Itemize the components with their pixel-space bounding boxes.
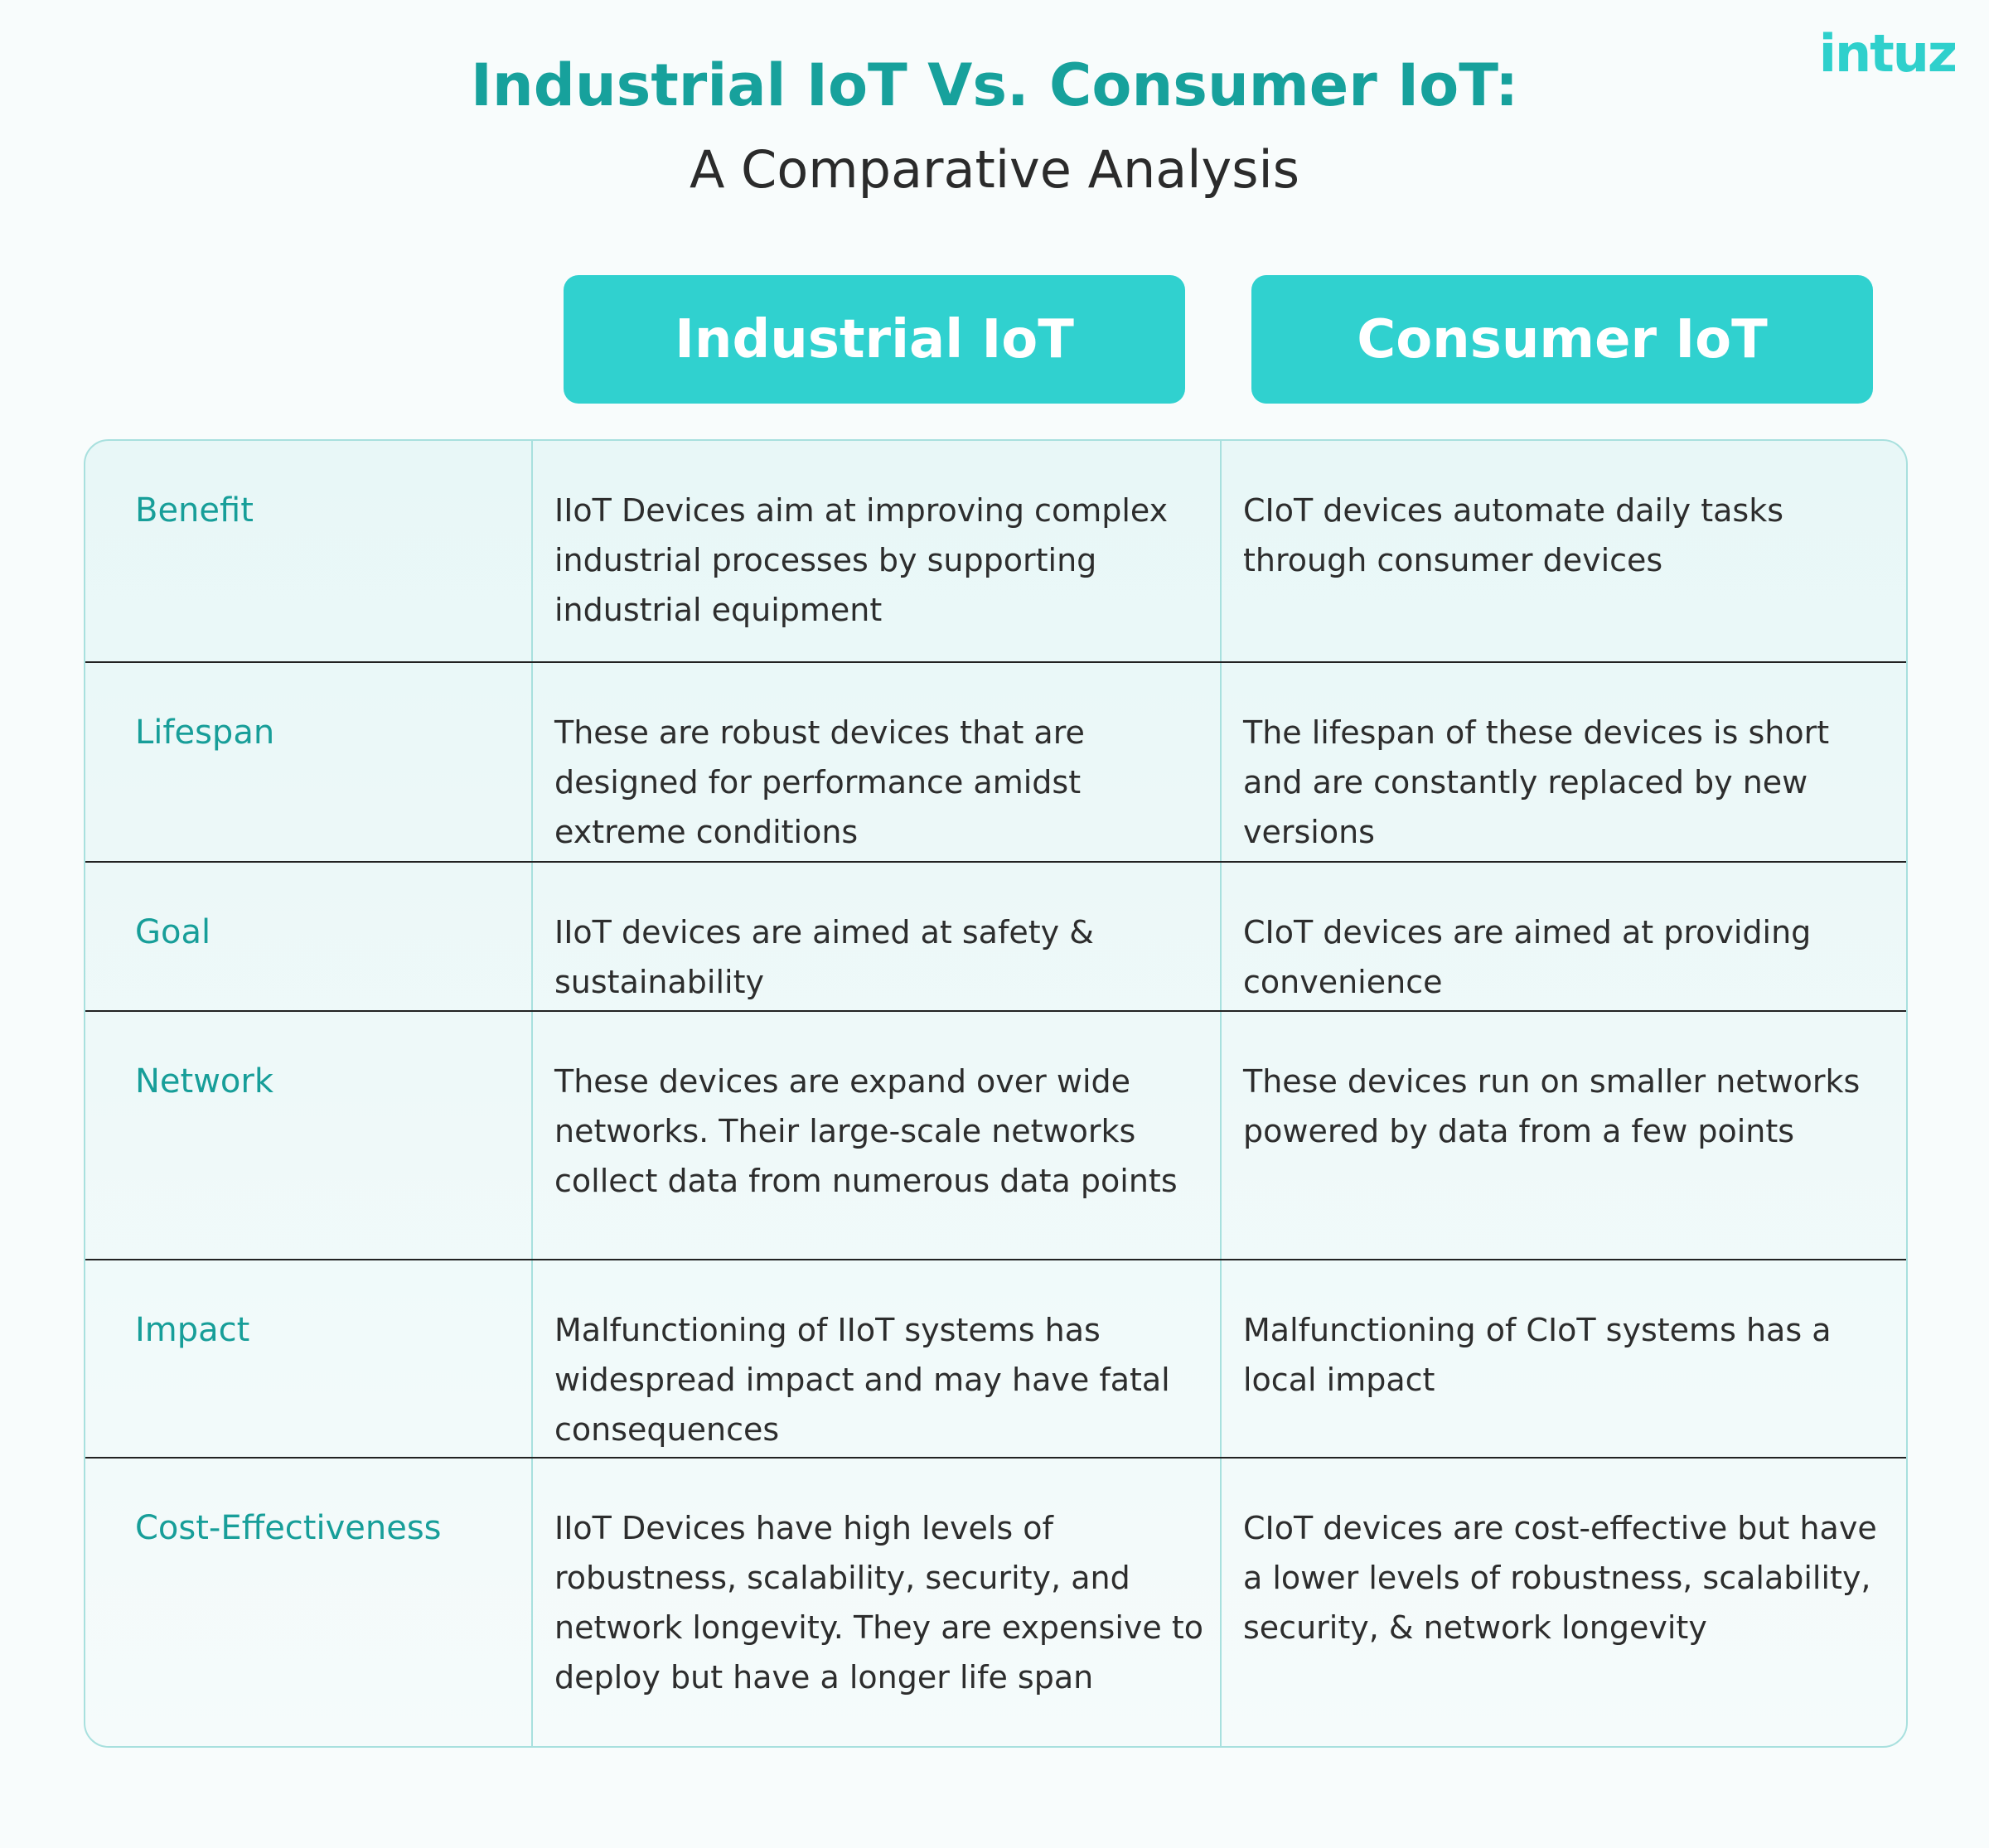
cell-text: Malfunctioning of CIoT systems has a loc… [1243, 1312, 1832, 1398]
subtitle: A Comparative Analysis [689, 139, 1300, 200]
comparison-table: Benefit IIoT Devices aim at improving com… [84, 439, 1908, 1748]
table-row: Goal IIoT devices are aimed at safety & s… [85, 861, 1906, 1012]
cell-text: Malfunctioning of IIoT systems has wides… [554, 1312, 1170, 1448]
column-header: Consumer IoT [1251, 275, 1873, 404]
row-label: Network [135, 1062, 274, 1101]
cell-text: IIoT Devices have high levels of robustn… [554, 1510, 1203, 1696]
cell-text: These devices run on smaller networks po… [1243, 1063, 1861, 1149]
cell-text: IIoT devices are aimed at safety & susta… [554, 914, 1094, 1000]
column-divider [1220, 441, 1222, 1746]
cell-text: The lifespan of these devices is short a… [1243, 714, 1830, 850]
logo: intuz [1818, 23, 1958, 84]
cell-text: CIoT devices are aimed at providing conv… [1243, 914, 1812, 1000]
table-row: Cost-Effectiveness IIoT Devices have high… [85, 1457, 1906, 1746]
row-label: Cost-Effectiveness [135, 1509, 442, 1547]
row-label: Goal [135, 913, 211, 951]
cell-text: These devices are expand over wide netwo… [554, 1063, 1178, 1199]
cell-text: CIoT devices automate daily tasks throug… [1243, 492, 1784, 578]
cell-text: These are robust devices that are design… [554, 714, 1085, 850]
table-row: Lifespan These are robust devices that ar… [85, 661, 1906, 863]
table-row: Impact Malfunctioning of IIoT systems has… [85, 1259, 1906, 1459]
cell-text: IIoT Devices aim at improving complex in… [554, 492, 1169, 628]
row-label: Impact [135, 1311, 250, 1349]
column-header: Industrial IoT [564, 275, 1185, 404]
column-divider [531, 441, 533, 1746]
row-label: Benefit [135, 491, 254, 530]
cell-text: CIoT devices are cost-effective but have… [1243, 1510, 1877, 1646]
table-row: Network These devices are expand over wid… [85, 1010, 1906, 1260]
table-row: Benefit IIoT Devices aim at improving com… [85, 441, 1906, 661]
row-label: Lifespan [135, 714, 275, 752]
title: Industrial IoT Vs. Consumer IoT: [470, 51, 1519, 119]
